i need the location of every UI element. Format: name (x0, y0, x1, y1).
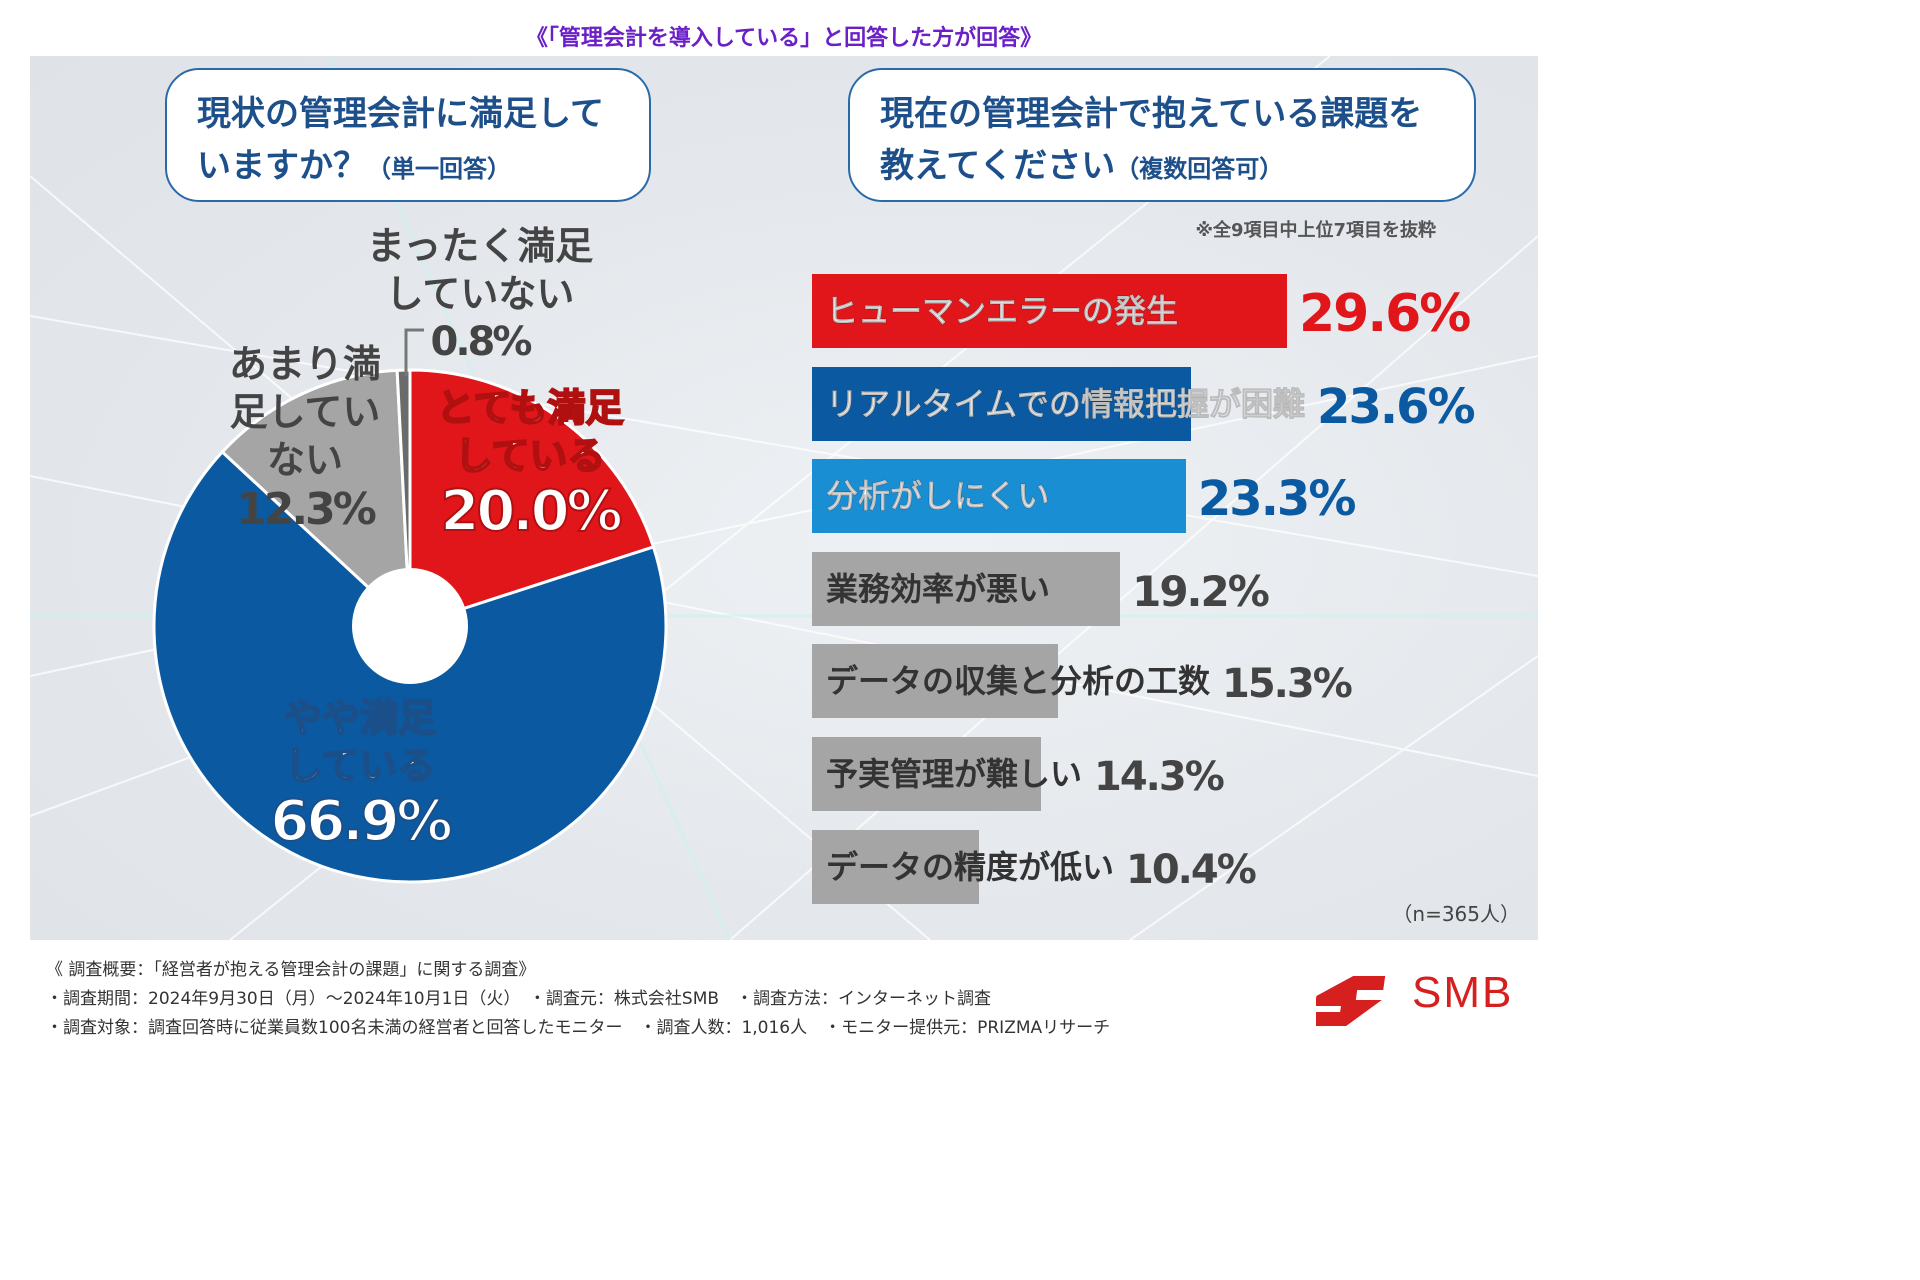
bar-value-label: 15.3% (1222, 661, 1353, 708)
bar-category-label: 予実管理が難しい (826, 755, 1083, 793)
pie-labels: とても満足している 20.0% やや満足している 66.9% あまり満足していない 12.… (0, 0, 700, 940)
pie-label-text: やや満足している (283, 695, 437, 789)
question-1-box: 現状の管理会計に満足して いますか？（単一回答） (165, 68, 651, 202)
logo-text: SMB (1412, 968, 1514, 1017)
pie-slice-not-very-satisfied (220, 368, 412, 630)
bar-row: 予実管理が難しい 14.3% (812, 737, 1552, 811)
bar-row: リアルタイムでの情報把握が困難 23.6% (812, 366, 1552, 441)
bar-value-label: 19.2% (1132, 566, 1270, 616)
bar-category-label: 分析がしにくい (825, 477, 1050, 516)
pie-center-hole (352, 568, 468, 684)
bar-row: 分析がしにくい 23.3% (812, 459, 1552, 534)
bar-category-label: 業務効率が悪い (826, 569, 1051, 608)
pie-label-very-satisfied: とても満足している 20.0% (400, 384, 660, 544)
pie-label-value: 0.8% (430, 319, 533, 365)
pie-label-somewhat-satisfied: やや満足している 66.9% (210, 694, 510, 854)
bar-row: データの精度が低い 10.4% (812, 829, 1552, 904)
pie-label-not-very-satisfied: あまり満足していない 12.3% (180, 340, 430, 532)
bar-value-label: 14.3% (1094, 754, 1225, 800)
bar-row: ヒューマンエラーの発生 29.6% (812, 274, 1552, 348)
question-2-box: 現在の管理会計で抱えている課題を 教えてください（複数回答可） (848, 68, 1476, 202)
question-2-sub: （複数回答可） (1115, 155, 1284, 183)
pie-chart (152, 328, 668, 884)
footer-line-2: ・調査期間：2024年9月30日（月）〜2024年10月1日（火） ・調査元：株… (46, 989, 992, 1009)
bar (812, 459, 1186, 534)
top7-note: ※全9項目中上位7項目を抜粋 (1195, 220, 1436, 241)
pie-slice-not-at-all-satisfied (395, 368, 412, 627)
pie-label-text: とても満足している (436, 385, 625, 479)
question-2-line1: 現在の管理会計で抱えている課題を (880, 94, 1423, 134)
pie-slice-very-satisfied (408, 368, 656, 629)
bar-category-label: ヒューマンエラーの発生 (825, 292, 1179, 331)
bar (812, 274, 1287, 348)
bar (812, 366, 1191, 441)
bar (812, 737, 1042, 811)
bar-value-label: 10.4% (1126, 846, 1257, 893)
pie-leader-line (404, 328, 424, 376)
bar-value-label: 23.6% (1317, 378, 1476, 435)
footer-line-3: ・調査対象：調査回答時に従業員数100名未満の経営者と回答したモニター ・調査人… (46, 1018, 1111, 1038)
bar-category-label: リアルタイムでの情報把握が困難 (825, 384, 1306, 423)
question-1-line2: いますか？ (197, 146, 367, 186)
pie-label-text: まったく満足していない (366, 224, 594, 316)
survey-footer: 《 調査概要：「経営者が抱える管理会計の課題」に関する調査》 ・調査期間：202… (46, 956, 1306, 1043)
question-2-line2: 教えてください (880, 146, 1116, 186)
bar-value-label: 23.3% (1197, 471, 1357, 528)
bar-row: 業務効率が悪い 19.2% (812, 551, 1552, 626)
pie-label-value: 12.3% (236, 484, 377, 535)
pie-label-text: あまり満足していない (228, 342, 381, 482)
bar (812, 829, 979, 904)
footer-line-1: 《 調査概要：「経営者が抱える管理会計の課題」に関する調査》 (46, 960, 536, 980)
bar-row: データの収集と分析の工数 15.3% (812, 644, 1552, 719)
smb-logo-icon (1316, 976, 1386, 1026)
bar-value-label: 29.6% (1299, 284, 1471, 344)
bar-chart: ヒューマンエラーの発生 29.6% リアルタイムでの情報把握が困難 23.6% 分析がし… (812, 274, 1552, 904)
pie-label-value: 20.0% (439, 479, 623, 544)
sample-size: （n=365人） (1392, 902, 1520, 926)
question-1-sub: （単一回答） (367, 155, 511, 183)
infographic: { "top_note": "《「管理会計を導入している」と回答した方が回答》"… (0, 0, 1552, 1043)
respondent-note: 《「管理会計を導入している」と回答した方が回答》 (525, 26, 1043, 51)
pie-label-value: 66.9% (269, 789, 453, 854)
question-1-line1: 現状の管理会計に満足して (197, 94, 604, 134)
bar-category-label: データの精度が低い (826, 847, 1115, 886)
pie-label-not-at-all-satisfied: まったく満足していない 0.8% (330, 222, 630, 362)
bar (812, 644, 1058, 719)
bar (812, 551, 1121, 626)
bar-category-label: データの収集と分析の工数 (826, 662, 1211, 701)
